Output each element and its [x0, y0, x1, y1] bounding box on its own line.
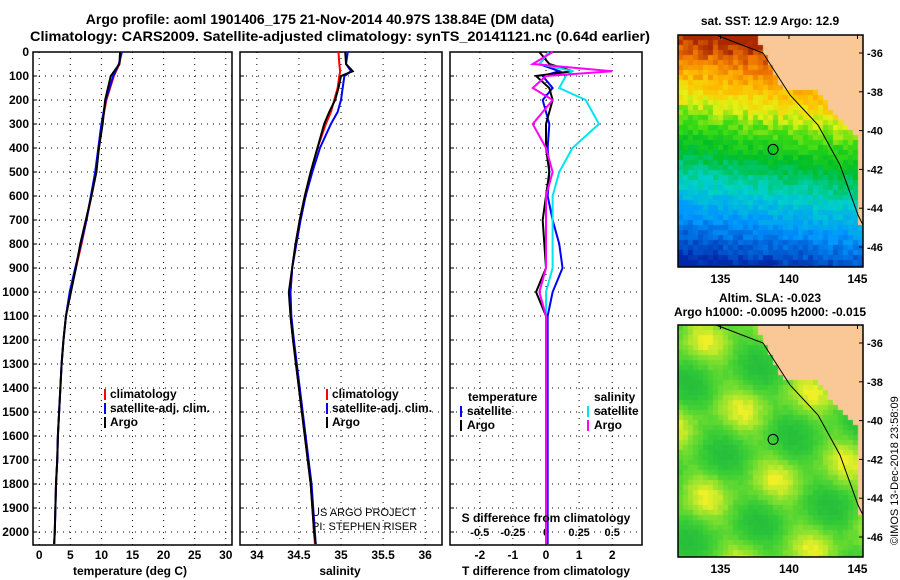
project-credit: US ARGO PROJECT — [312, 507, 417, 519]
series-salinity-2 — [287, 51, 355, 545]
x-tick-label: -2 — [474, 548, 485, 562]
title-line1: Argo profile: aoml 1901406_175 21-Nov-20… — [86, 11, 554, 27]
title-line2: Climatology: CARS2009. Satellite-adjuste… — [30, 28, 650, 44]
map-lat-label: -44 — [867, 493, 884, 505]
legend-label: satellite-adj. clim. — [110, 401, 210, 415]
depth-tick-label: 1700 — [2, 453, 29, 467]
depth-tick-label: 1100 — [3, 309, 29, 323]
depth-tick-label: 1200 — [2, 333, 29, 347]
map-lat-label: -36 — [867, 48, 883, 60]
legend-label: satellite — [594, 404, 639, 418]
depth-tick-label: 900 — [9, 261, 29, 275]
map-lat-label: -38 — [867, 377, 883, 389]
depth-tick-label: 200 — [9, 93, 29, 107]
depth-tick-label: 1000 — [2, 285, 29, 299]
x-tick-label: 15 — [126, 548, 140, 562]
depth-tick-label: 2000 — [2, 525, 29, 539]
map-lon-label: 135 — [710, 272, 730, 286]
map-lat-label: -44 — [867, 203, 884, 215]
depth-tick-label: 500 — [9, 165, 29, 179]
depth-tick-label: 1300 — [2, 357, 29, 371]
x-tick-label: 1 — [576, 548, 583, 562]
map-frame — [677, 34, 864, 268]
bathymetry-contour — [715, 324, 864, 516]
map-lon-label: 135 — [710, 562, 730, 576]
sal-xlabel: salinity — [319, 564, 361, 578]
float-position-marker — [767, 143, 779, 155]
depth-tick-label: 100 — [9, 69, 29, 83]
s-diff-tick-label: 0.5 — [605, 527, 620, 539]
sdiff-label: S difference from climatology — [462, 511, 631, 525]
depth-tick-label: 300 — [9, 117, 29, 131]
imos-timestamp: ©IMOS 13-Dec-2018 23:58:09 — [889, 396, 900, 545]
map-lat-label: -38 — [867, 87, 883, 99]
s-diff-tick-label: 0.25 — [568, 527, 589, 539]
legend-label: satellite-adj. clim. — [332, 401, 432, 415]
legend-label: Argo — [467, 418, 495, 432]
x-tick-label: 0 — [36, 548, 43, 562]
depth-tick-label: 800 — [9, 237, 29, 251]
map-lat-label: -42 — [867, 454, 883, 466]
depth-tick-label: 1900 — [2, 501, 29, 515]
x-tick-label: 34.5 — [287, 548, 311, 562]
legend-label: satellite — [467, 404, 512, 418]
legend-label: Argo — [110, 415, 138, 429]
map-frame — [677, 324, 864, 558]
x-tick-label: 36 — [418, 548, 432, 562]
depth-tick-label: 1400 — [2, 381, 29, 395]
depth-tick-label: 0 — [22, 45, 29, 59]
depth-tick-label: 400 — [9, 141, 29, 155]
map-lon-label: 140 — [779, 272, 799, 286]
x-tick-label: 10 — [95, 548, 109, 562]
x-tick-label: 35 — [334, 548, 348, 562]
x-tick-label: 35.5 — [371, 548, 395, 562]
x-tick-label: 34 — [250, 548, 264, 562]
legend-label: Argo — [332, 415, 360, 429]
map1-title: sat. SST: 12.9 Argo: 12.9 — [701, 14, 840, 28]
x-tick-label: 2 — [609, 548, 616, 562]
map-lat-label: -42 — [867, 164, 883, 176]
map-lon-label: 145 — [847, 562, 867, 576]
map-lat-label: -40 — [867, 416, 883, 428]
map-lat-label: -46 — [867, 242, 883, 254]
depth-tick-label: 700 — [9, 213, 29, 227]
bathymetry-contour — [715, 34, 864, 226]
legend-label: Argo — [594, 418, 622, 432]
series-temperature-2 — [53, 51, 122, 545]
s-diff-tick-label: -0.25 — [500, 527, 525, 539]
legend-title-temperature: temperature — [468, 390, 538, 404]
legend-label: climatology — [332, 387, 399, 401]
x-tick-label: 5 — [67, 548, 74, 562]
map2-title: Altim. SLA: -0.023 — [719, 291, 821, 305]
x-tick-label: 20 — [157, 548, 171, 562]
map-lat-label: -46 — [867, 532, 883, 544]
tdiff-xlabel: T difference from climatology — [462, 564, 630, 578]
x-tick-label: 0 — [543, 548, 550, 562]
x-tick-label: 30 — [219, 548, 233, 562]
legend-label: climatology — [110, 387, 177, 401]
depth-tick-label: 1600 — [2, 429, 29, 443]
float-position-marker — [767, 433, 779, 445]
depth-tick-label: 1500 — [2, 405, 29, 419]
map-lat-label: -40 — [867, 126, 883, 138]
s-diff-tick-label: -0.5 — [470, 527, 489, 539]
pi-credit: PI: STEPHEN RISER — [312, 521, 417, 533]
map-lon-label: 140 — [779, 562, 799, 576]
map-lon-label: 145 — [847, 272, 867, 286]
depth-tick-label: 600 — [9, 189, 29, 203]
x-tick-label: 25 — [188, 548, 202, 562]
map2-subtitle: Argo h1000: -0.0095 h2000: -0.015 — [674, 305, 866, 319]
temp-xlabel: temperature (deg C) — [73, 564, 187, 578]
depth-tick-label: 1800 — [2, 477, 29, 491]
x-tick-label: -1 — [508, 548, 519, 562]
legend-title-salinity: salinity — [594, 390, 636, 404]
series-diff-3 — [529, 51, 613, 544]
map-lat-label: -36 — [867, 338, 883, 350]
